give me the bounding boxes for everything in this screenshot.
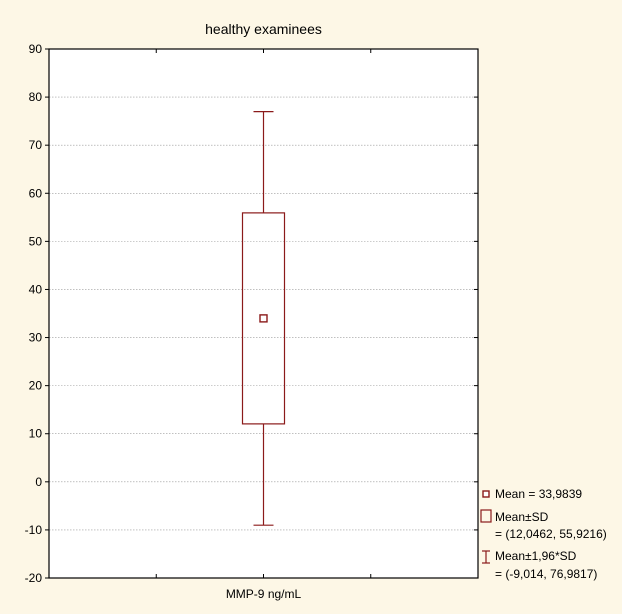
y-tick-label: 30: [29, 331, 43, 345]
y-tick-label: 40: [29, 282, 43, 296]
y-tick-label: 50: [29, 234, 43, 248]
y-tick-label: -10: [25, 523, 43, 537]
sd-box: [241, 212, 286, 425]
y-tick-label: 80: [29, 90, 43, 104]
mean-marker: [259, 314, 268, 323]
plot-frame: [48, 48, 479, 579]
y-tick-label: 20: [29, 379, 43, 393]
legend-box-symbol: [480, 509, 492, 523]
legend-mean-symbol: [482, 490, 490, 498]
y-tick-label: 10: [29, 427, 43, 441]
y-tick-label: -20: [25, 571, 43, 585]
legend-mean-label: Mean = 33,9839: [495, 487, 582, 501]
legend-box-label: Mean±SD: [495, 510, 549, 524]
x-tick-label: MMP-9 ng/mL: [226, 587, 302, 601]
legend-box-detail: = (12,0462, 55,9216): [495, 527, 607, 541]
y-tick-label: 70: [29, 138, 43, 152]
legend-whisker-detail: = (-9,014, 76,9817): [495, 567, 597, 581]
y-tick-label: 90: [29, 42, 43, 56]
legend-whisker-label: Mean±1,96*SD: [495, 549, 577, 563]
y-tick-label: 60: [29, 186, 43, 200]
chart-title: healthy examinees: [205, 21, 322, 37]
y-tick-label: 0: [35, 475, 42, 489]
